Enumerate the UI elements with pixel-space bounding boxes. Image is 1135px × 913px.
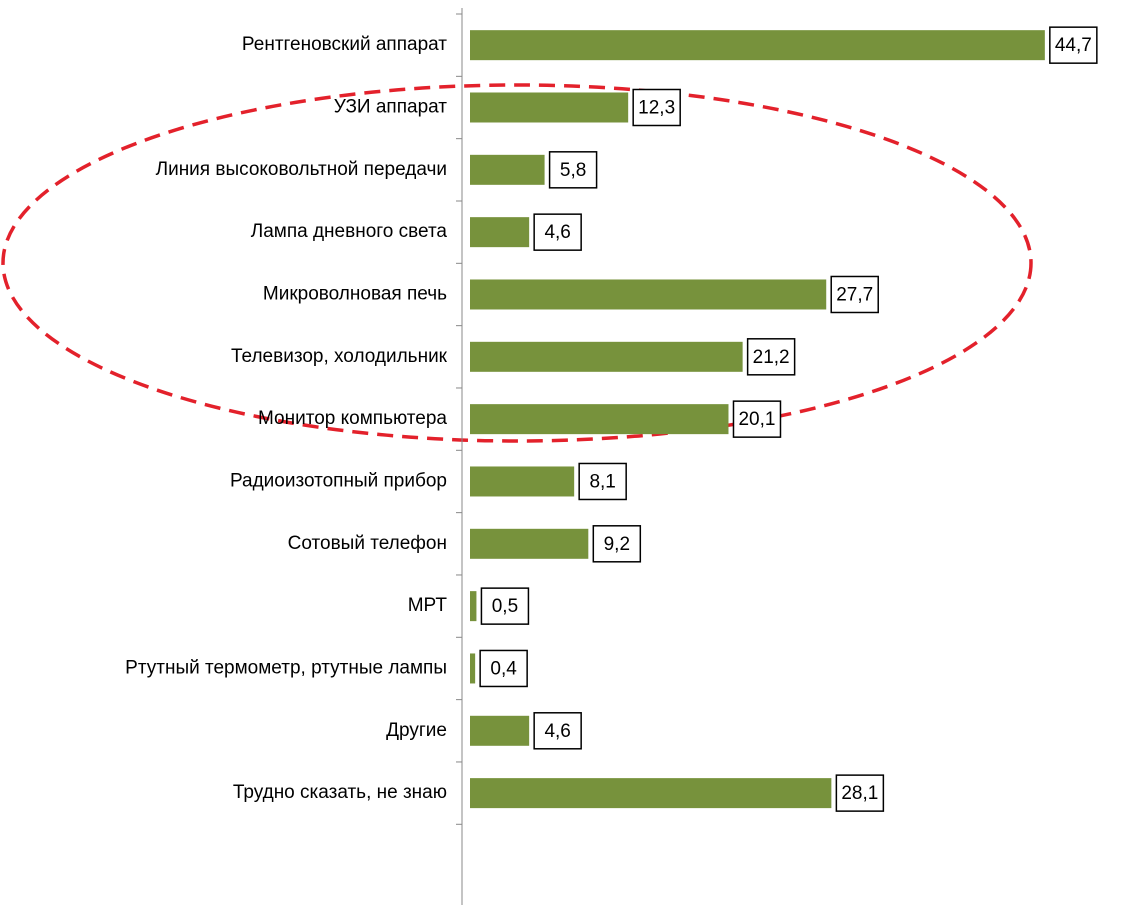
value-label: 0,5 (492, 596, 518, 617)
value-label: 21,2 (753, 347, 790, 368)
category-label: Ртутный термометр, ртутные лампы (125, 657, 447, 678)
value-label-box (632, 88, 681, 127)
category-label: Другие (386, 720, 447, 741)
value-label: 9,2 (604, 534, 630, 555)
category-label: Рентгеновский аппарат (242, 34, 447, 55)
value-label: 27,7 (836, 285, 873, 306)
value-label: 5,8 (560, 160, 586, 181)
bar (470, 341, 743, 372)
value-label-box (830, 275, 879, 314)
bar (470, 591, 477, 622)
value-label-box (592, 525, 642, 563)
category-label: Сотовый телефон (288, 533, 447, 554)
value-label: 8,1 (589, 471, 615, 492)
bar (470, 715, 530, 746)
value-label: 12,3 (638, 98, 675, 119)
category-label: Радиоизотопный прибор (230, 470, 447, 491)
category-label: Телевизор, холодильник (231, 346, 448, 367)
value-label-box (548, 151, 598, 189)
category-label: Монитор компьютера (258, 408, 447, 429)
value-label-box (533, 213, 582, 251)
value-label: 44,7 (1055, 35, 1092, 56)
value-label: 4,6 (544, 222, 570, 243)
category-label: Линия высоковольтной передачи (156, 159, 447, 180)
bar (470, 92, 629, 123)
value-label: 28,1 (841, 783, 878, 804)
bar (470, 404, 729, 435)
category-label: Трудно сказать, не знаю (233, 782, 447, 803)
value-label-box (746, 338, 796, 376)
value-label: 0,4 (490, 658, 517, 679)
bar (470, 279, 827, 310)
bar (470, 653, 476, 684)
bar (470, 778, 832, 809)
value-label-box (479, 649, 528, 688)
value-label-box (578, 462, 627, 501)
value-label-box (533, 712, 582, 750)
value-label-box (1049, 26, 1098, 64)
highlight-ellipse (1, 83, 1033, 443)
category-label: Микроволновая печь (263, 284, 447, 305)
category-label: УЗИ аппарат (334, 97, 447, 118)
bar (470, 154, 545, 185)
bar (470, 466, 575, 497)
value-label-box (835, 774, 885, 812)
value-label: 20,1 (738, 409, 775, 430)
category-label: МРТ (408, 595, 448, 616)
bar (470, 30, 1045, 61)
value-label-box (732, 400, 782, 438)
value-label: 4,6 (544, 721, 570, 742)
bar (470, 217, 530, 248)
bar (470, 528, 589, 559)
value-label-box (480, 587, 530, 625)
category-label: Лампа дневного света (251, 221, 448, 242)
